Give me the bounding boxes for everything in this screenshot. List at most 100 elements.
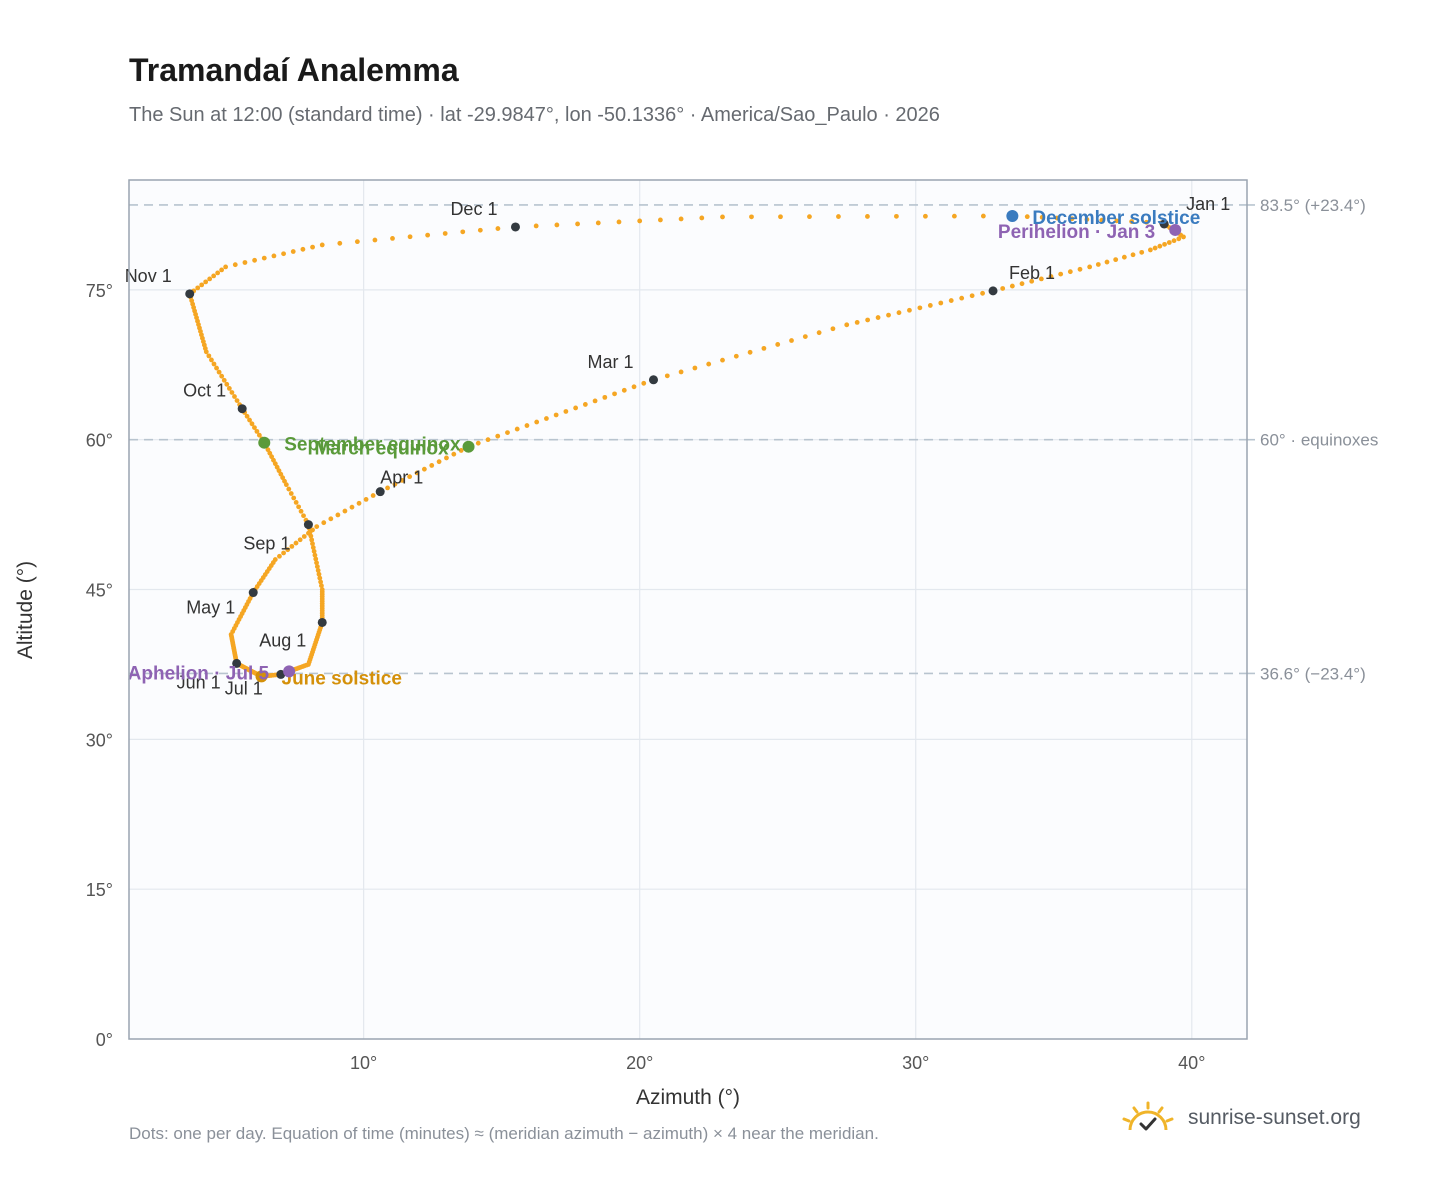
daily-dot xyxy=(319,587,325,592)
daily-dot xyxy=(1139,249,1145,255)
daily-dot xyxy=(477,227,483,233)
daily-dot xyxy=(894,213,899,219)
y-tick-label: 30° xyxy=(86,730,113,750)
month-marker xyxy=(237,404,247,414)
daily-dot xyxy=(592,398,598,404)
daily-dot xyxy=(349,504,355,510)
daily-dot xyxy=(664,373,670,379)
daily-dot xyxy=(678,216,684,222)
y-tick-label: 45° xyxy=(86,581,113,601)
daily-dot xyxy=(495,226,501,231)
daily-dot xyxy=(917,305,923,311)
x-tick-label: 30° xyxy=(902,1053,929,1073)
daily-dot xyxy=(219,373,225,379)
month-label: Jul 1 xyxy=(225,678,263,698)
daily-dot xyxy=(328,516,334,522)
daily-dot xyxy=(637,218,643,224)
daily-dot xyxy=(363,497,369,502)
daily-dot xyxy=(802,334,808,340)
daily-dot xyxy=(319,242,325,248)
brand-logo[interactable]: sunrise-sunset.org xyxy=(1120,1100,1361,1136)
month-marker xyxy=(232,658,242,668)
daily-dot xyxy=(444,455,449,461)
footnote: Dots: one per day. Equation of time (min… xyxy=(129,1124,879,1143)
daily-dot xyxy=(316,571,322,577)
daily-dot xyxy=(308,533,314,539)
daily-dot xyxy=(1029,278,1035,284)
daily-dot xyxy=(288,491,294,496)
daily-dot xyxy=(256,432,262,438)
daily-dot xyxy=(641,380,647,386)
daily-dot xyxy=(315,568,321,573)
daily-dot xyxy=(234,398,240,404)
daily-dot xyxy=(1048,274,1054,279)
daily-dot xyxy=(399,478,405,483)
daily-dot xyxy=(533,223,539,229)
daily-dot xyxy=(886,312,891,318)
daily-dot xyxy=(310,545,316,550)
daily-dot xyxy=(1067,269,1073,275)
month-marker xyxy=(185,289,195,299)
daily-dot xyxy=(524,423,530,428)
daily-dot xyxy=(1104,259,1110,265)
daily-dot xyxy=(1147,247,1153,253)
daily-dot xyxy=(318,579,324,585)
plot-border xyxy=(128,179,1248,1040)
daily-dot xyxy=(678,369,684,375)
event-label: March equinox xyxy=(314,439,449,460)
daily-dot xyxy=(436,459,442,465)
month-label: Mar 1 xyxy=(587,352,633,372)
daily-dot xyxy=(385,485,390,491)
daily-dot xyxy=(407,474,413,480)
daily-dot xyxy=(442,231,448,236)
daily-dot xyxy=(720,357,725,363)
daily-dot xyxy=(342,508,348,514)
y-axis-label: Altitude (°) xyxy=(14,561,37,659)
daily-dot xyxy=(414,470,420,476)
daily-dot xyxy=(1144,219,1149,225)
daily-dot xyxy=(297,537,303,543)
daily-dot xyxy=(289,543,295,549)
daily-dot xyxy=(372,237,378,243)
daily-dot xyxy=(1069,216,1075,222)
daily-dot xyxy=(242,260,248,265)
daily-dot xyxy=(310,541,315,547)
daily-dot xyxy=(544,416,549,421)
daily-dot xyxy=(337,240,343,246)
daily-dot xyxy=(223,264,229,270)
daily-dot xyxy=(616,219,622,225)
daily-dot xyxy=(1038,276,1044,282)
daily-dot xyxy=(875,315,881,320)
daily-dot xyxy=(1087,264,1093,270)
daily-dot xyxy=(216,369,222,375)
daily-dot xyxy=(475,440,481,446)
daily-dot xyxy=(553,412,559,418)
daily-dot xyxy=(631,384,637,390)
daily-dot xyxy=(211,361,217,367)
daily-dot xyxy=(407,234,413,240)
daily-dot xyxy=(485,437,491,443)
daily-dot xyxy=(807,214,812,220)
daily-dot xyxy=(311,548,317,554)
daily-dot xyxy=(244,413,250,419)
event-marker xyxy=(258,436,271,449)
y-tick-label: 0° xyxy=(96,1030,113,1050)
event-label: Perihelion · Jan 3 xyxy=(998,222,1155,243)
daily-dot xyxy=(458,448,464,453)
daily-dot xyxy=(514,426,520,432)
month-label: May 1 xyxy=(186,598,235,618)
daily-dot xyxy=(948,298,954,303)
daily-dot xyxy=(1113,257,1119,263)
daily-dot xyxy=(354,239,360,245)
month-label: Jun 1 xyxy=(177,672,221,692)
daily-dot xyxy=(1099,217,1105,223)
daily-dot xyxy=(612,391,617,397)
daily-dot xyxy=(247,417,252,423)
month-markers: Jan 1 Feb 1 Mar 1 Apr 1 May 1 Jun 1 Jul 1 Aug 1… xyxy=(125,194,1231,698)
month-marker xyxy=(303,520,313,530)
daily-dot xyxy=(692,365,698,371)
daily-dot xyxy=(563,409,569,414)
daily-dot xyxy=(271,253,277,259)
month-label: Feb 1 xyxy=(1009,263,1055,283)
